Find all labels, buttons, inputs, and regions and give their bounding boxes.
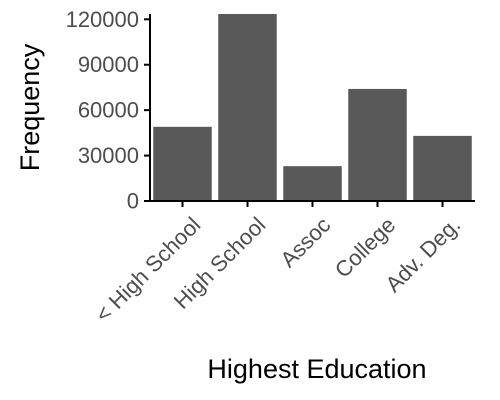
x-axis-title: Highest Education <box>207 354 426 384</box>
bar <box>283 166 342 201</box>
y-tick-label: 60000 <box>78 98 139 123</box>
y-tick-label: 0 <box>127 189 139 214</box>
bar <box>153 126 212 201</box>
bar <box>218 14 277 201</box>
y-axis-title: Frequency <box>15 43 45 171</box>
bars-layer <box>153 14 472 201</box>
bar <box>413 135 472 201</box>
bar <box>348 88 407 201</box>
y-tick-label: 30000 <box>78 143 139 168</box>
y-tick-label: 120000 <box>66 7 139 32</box>
y-tick-label: 90000 <box>78 52 139 77</box>
x-tick-label: Assoc <box>275 212 335 272</box>
y-ticks: 0 30000 60000 90000 120000 <box>66 7 150 214</box>
